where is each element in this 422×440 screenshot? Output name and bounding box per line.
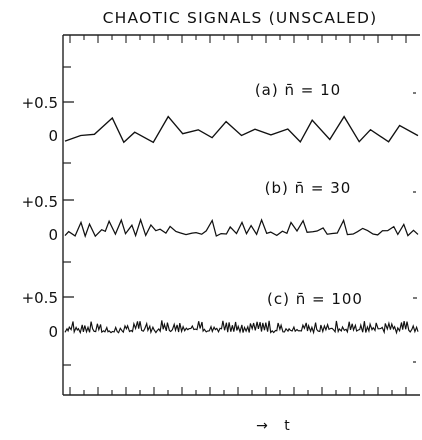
panel-b-label: (b) n̄ = 30 xyxy=(265,179,352,197)
bottom-axis-ticks xyxy=(69,387,407,395)
panel-a-signal-line xyxy=(64,115,419,144)
x-axis-label: t xyxy=(284,418,290,434)
panel-a-y-tick-label-0: 0 xyxy=(48,127,58,145)
panel-a-y-tick-label-0.5: +0.5 xyxy=(22,94,58,112)
panel-a-label: (a) n̄ = 10 xyxy=(255,81,341,99)
panel-b-y-tick-label-0.5: +0.5 xyxy=(22,193,58,211)
panel-c-label: (c) n̄ = 100 xyxy=(267,290,363,308)
panel-c-y-tick-label-0: 0 xyxy=(48,323,58,341)
panel-b-signal-line xyxy=(64,217,419,239)
panel-c-y-tick-label-0.5: +0.5 xyxy=(22,289,58,307)
top-axis-ticks xyxy=(69,35,407,43)
panel-b-y-tick-label-0: 0 xyxy=(48,226,58,244)
x-axis-arrow: → xyxy=(256,418,268,434)
chart-title: CHAOTIC SIGNALS (UNSCALED) xyxy=(103,9,378,27)
panel-c-signal-line xyxy=(64,320,419,335)
